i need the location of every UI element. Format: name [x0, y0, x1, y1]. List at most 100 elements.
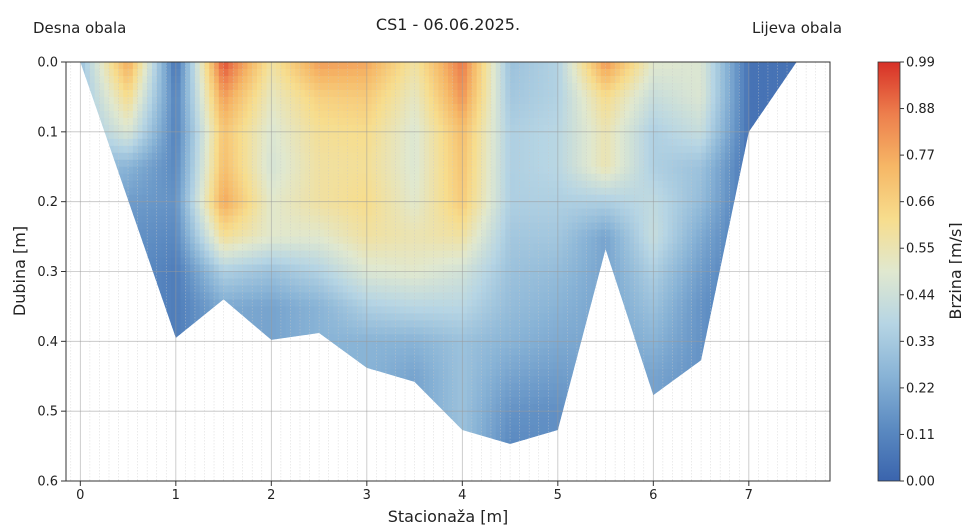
velocity-cell	[180, 75, 186, 84]
velocity-cell	[180, 306, 186, 314]
velocity-cell	[448, 257, 454, 266]
velocity-cell	[486, 215, 492, 224]
velocity-cell	[376, 103, 382, 112]
velocity-cell	[390, 355, 397, 363]
velocity-cell	[490, 313, 497, 321]
velocity-cell	[433, 236, 440, 245]
velocity-cell	[280, 145, 287, 154]
velocity-cell	[405, 89, 411, 98]
velocity-cell	[495, 82, 502, 91]
velocity-cell	[233, 75, 239, 84]
velocity-cell	[495, 103, 502, 112]
velocity-cell	[462, 341, 468, 349]
velocity-cell	[319, 355, 325, 363]
velocity-cell	[419, 89, 425, 98]
velocity-cell	[228, 299, 234, 308]
velocity-cell	[500, 404, 506, 412]
velocity-cell	[319, 173, 325, 182]
velocity-cell	[438, 96, 444, 105]
velocity-cell	[209, 152, 215, 161]
velocity-cell	[242, 320, 249, 328]
velocity-cell	[400, 173, 406, 182]
velocity-cell	[333, 369, 339, 377]
velocity-cell	[290, 89, 296, 98]
velocity-cell	[228, 62, 234, 70]
velocity-cell	[490, 397, 497, 405]
velocity-cell	[247, 138, 253, 147]
velocity-cell	[414, 89, 420, 98]
velocity-cell	[233, 334, 239, 342]
velocity-cell	[161, 348, 167, 356]
velocity-cell	[433, 166, 440, 175]
velocity-cell	[424, 201, 430, 210]
velocity-cell	[156, 369, 163, 377]
velocity-cell	[237, 124, 244, 133]
velocity-cell	[137, 124, 144, 133]
velocity-cell	[433, 306, 440, 314]
velocity-cell	[419, 362, 425, 370]
velocity-cell	[333, 145, 339, 154]
velocity-cell	[252, 124, 258, 133]
velocity-cell	[352, 89, 358, 98]
velocity-cell	[467, 299, 473, 308]
velocity-cell	[214, 138, 220, 147]
velocity-cell	[347, 292, 354, 301]
velocity-cell	[242, 166, 249, 175]
velocity-cell	[89, 152, 96, 161]
velocity-cell	[147, 250, 153, 259]
velocity-cell	[481, 236, 487, 245]
velocity-cell	[242, 215, 249, 224]
velocity-cell	[495, 369, 502, 377]
velocity-cell	[443, 159, 449, 168]
velocity-cell	[443, 236, 449, 245]
velocity-cell	[400, 432, 406, 440]
velocity-cell	[156, 320, 163, 328]
velocity-cell	[290, 306, 296, 314]
velocity-cell	[424, 75, 430, 84]
velocity-cell	[424, 404, 430, 412]
velocity-cell	[247, 292, 253, 301]
velocity-cell	[209, 208, 215, 217]
velocity-cell	[271, 180, 277, 189]
velocity-cell	[452, 201, 459, 210]
velocity-cell	[333, 327, 339, 335]
velocity-cell	[333, 250, 339, 259]
velocity-cell	[233, 411, 239, 419]
velocity-cell	[290, 243, 296, 252]
velocity-cell	[80, 313, 86, 321]
velocity-cell	[414, 75, 420, 84]
velocity-cell	[113, 96, 120, 105]
velocity-cell	[166, 117, 172, 126]
velocity-cell	[271, 96, 277, 105]
velocity-cell	[467, 257, 473, 266]
velocity-cell	[452, 124, 459, 133]
velocity-cell	[204, 194, 210, 203]
velocity-cell	[151, 82, 158, 91]
velocity-cell	[457, 145, 463, 154]
velocity-cell	[357, 131, 363, 140]
velocity-cell	[467, 187, 473, 196]
velocity-cell	[405, 201, 411, 210]
velocity-cell	[366, 292, 373, 301]
velocity-cell	[194, 355, 201, 363]
velocity-cell	[490, 348, 497, 356]
velocity-cell	[280, 152, 287, 161]
velocity-cell	[223, 187, 229, 196]
velocity-cell	[185, 124, 191, 133]
velocity-cell	[366, 383, 373, 391]
velocity-cell	[161, 145, 167, 154]
velocity-cell	[495, 355, 502, 363]
velocity-cell	[457, 201, 463, 210]
velocity-cell	[237, 271, 244, 280]
velocity-cell	[471, 68, 478, 77]
velocity-cell	[486, 250, 492, 259]
velocity-cell	[395, 117, 401, 126]
velocity-cell	[471, 383, 478, 391]
velocity-cell	[333, 166, 339, 175]
velocity-cell	[128, 362, 134, 370]
velocity-cell	[199, 222, 206, 231]
velocity-cell	[424, 110, 430, 119]
velocity-cell	[175, 138, 182, 147]
velocity-cell	[419, 236, 425, 245]
velocity-cell	[495, 327, 502, 335]
